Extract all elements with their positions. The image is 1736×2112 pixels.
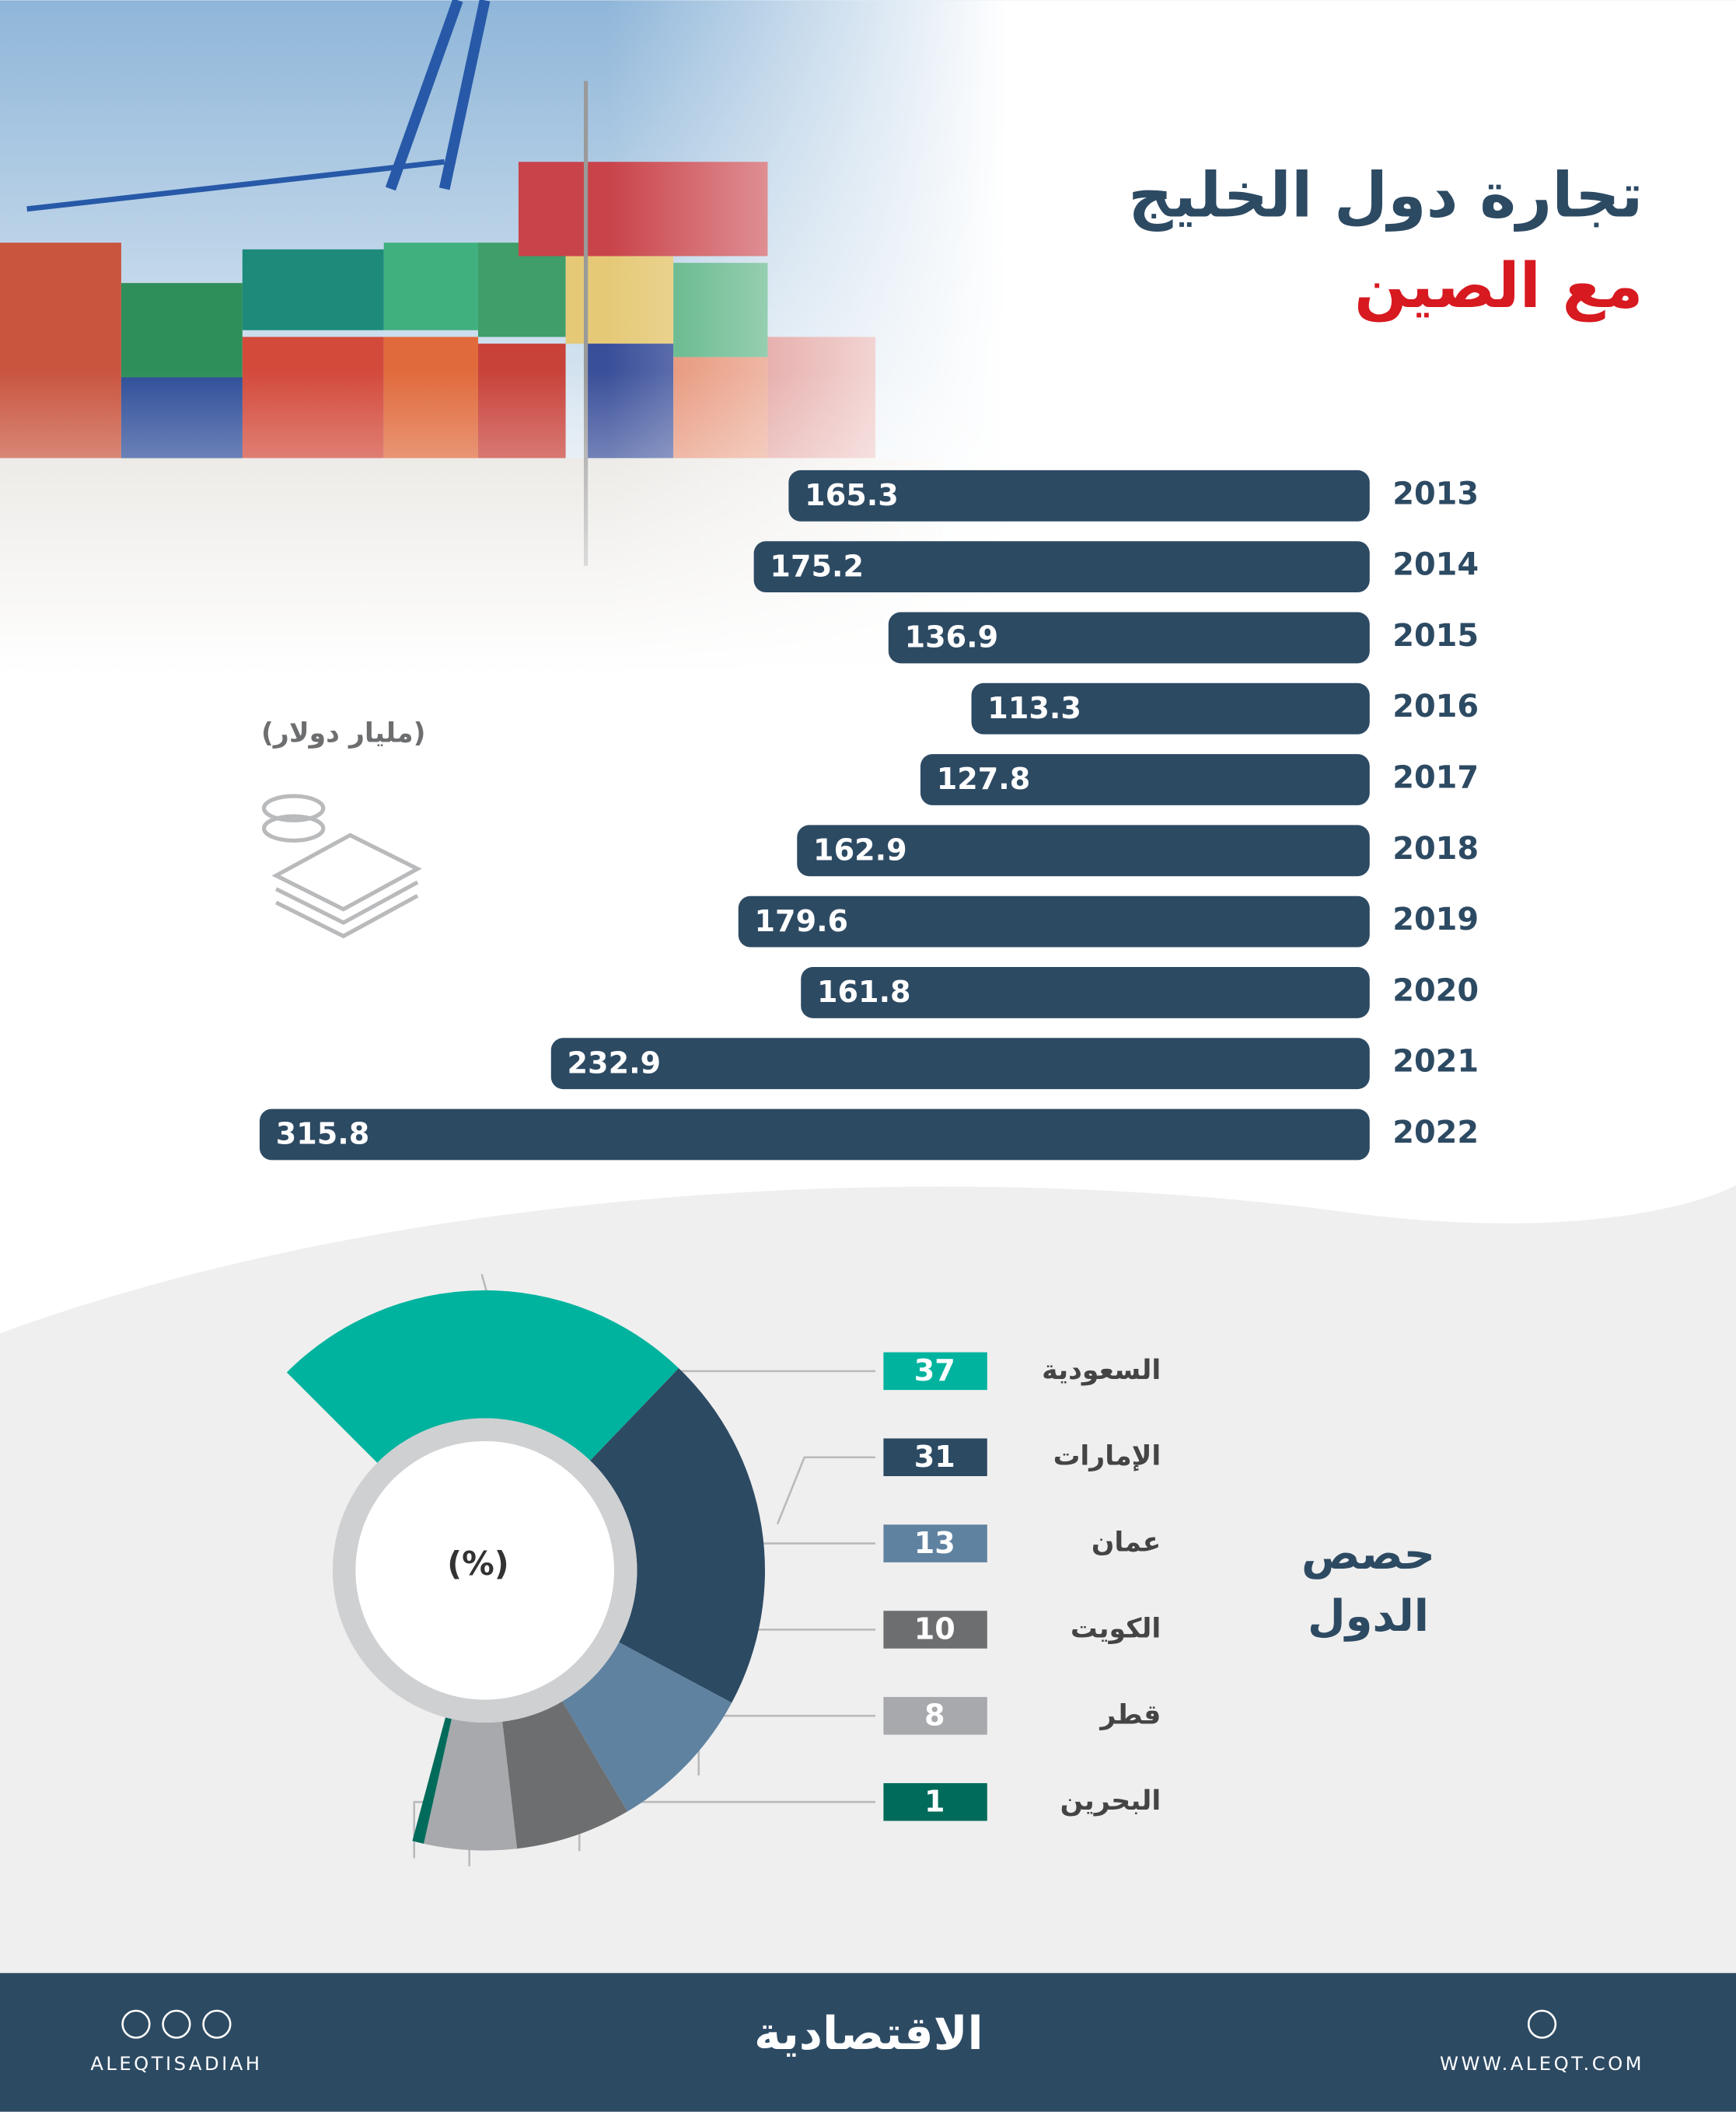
bar: [788, 470, 1370, 522]
bar-value-label: 232.9: [568, 1046, 662, 1080]
legend-value: 13: [914, 1526, 955, 1560]
footer-band: [0, 1973, 1736, 2112]
bar-value-label: 127.8: [937, 762, 1031, 796]
category-label: 2019: [1392, 902, 1479, 937]
social-icons: [121, 2009, 1557, 2039]
leader-line: [776, 1456, 876, 1525]
bar: [801, 966, 1370, 1018]
category-label: 2020: [1392, 972, 1479, 1008]
legend-label: البحرين: [1060, 1786, 1161, 1817]
legend-label: السعودية: [1042, 1355, 1161, 1386]
bar: [259, 1108, 1370, 1161]
subtitle: مع الصين: [1354, 250, 1643, 322]
footer-website: WWW.ALEQT.COM: [1440, 2052, 1644, 2075]
bar-value-label: 113.3: [987, 691, 1081, 725]
donut-segment: [502, 1701, 628, 1849]
footer-handle: ALEQTISADIAH: [90, 2052, 262, 2075]
donut-segment: [424, 1719, 518, 1851]
category-label: 2015: [1392, 618, 1479, 654]
legend-box: [883, 1524, 987, 1562]
legend-box: [883, 1782, 987, 1821]
category-label: 2014: [1392, 547, 1479, 583]
legend-value: 31: [914, 1440, 955, 1474]
bar: [920, 754, 1370, 805]
bar-value-label: 175.2: [770, 549, 864, 583]
bar: [971, 682, 1370, 735]
donut-segment: [590, 1368, 765, 1703]
unit-label: (مليار دولار): [261, 717, 425, 749]
bar: [797, 825, 1370, 877]
category-label: 2013: [1392, 476, 1479, 511]
legend-box: [883, 1611, 987, 1649]
bar: [888, 612, 1370, 664]
center-label: (%): [447, 1545, 509, 1583]
legend-label: قطر: [1099, 1699, 1161, 1730]
donut-segment: [412, 1717, 452, 1844]
bar-value-label: 165.3: [805, 478, 899, 512]
bar-value-label: 179.6: [755, 904, 849, 938]
money-icon: [261, 794, 422, 939]
donut-segment: [562, 1642, 732, 1812]
bar-value-label: 315.8: [276, 1117, 370, 1151]
category-label: 2022: [1392, 1115, 1479, 1150]
category-label: 2017: [1392, 760, 1479, 796]
legend-box: [883, 1352, 987, 1391]
bar-value-label: 161.8: [817, 975, 911, 1009]
footer-logo: الاقتصادية: [754, 2006, 983, 2060]
legend-value: 10: [914, 1612, 955, 1646]
legend-value: 37: [914, 1353, 955, 1388]
donut-segment: [286, 1290, 679, 1463]
bar: [550, 1038, 1370, 1090]
legend-label: الإمارات: [1053, 1441, 1161, 1472]
legend-label: الكويت: [1071, 1613, 1161, 1644]
bar-value-label: 162.9: [813, 833, 907, 867]
legend-value: 8: [924, 1698, 945, 1733]
bar: [738, 895, 1370, 948]
category-label: 2021: [1392, 1044, 1479, 1080]
bar-value-label: 136.9: [905, 620, 999, 655]
legend-box: [883, 1697, 987, 1735]
category-label: 2016: [1392, 689, 1479, 724]
legend-box: [883, 1438, 987, 1476]
title: تجارة دول الخليج: [1128, 159, 1643, 232]
legend-value: 1: [924, 1784, 945, 1818]
donut-title: حصص الدول: [1301, 1529, 1435, 1642]
inner-circle: [355, 1440, 614, 1700]
category-label: 2018: [1392, 831, 1479, 867]
legend-label: عمان: [1092, 1527, 1161, 1559]
bar: [753, 541, 1370, 593]
